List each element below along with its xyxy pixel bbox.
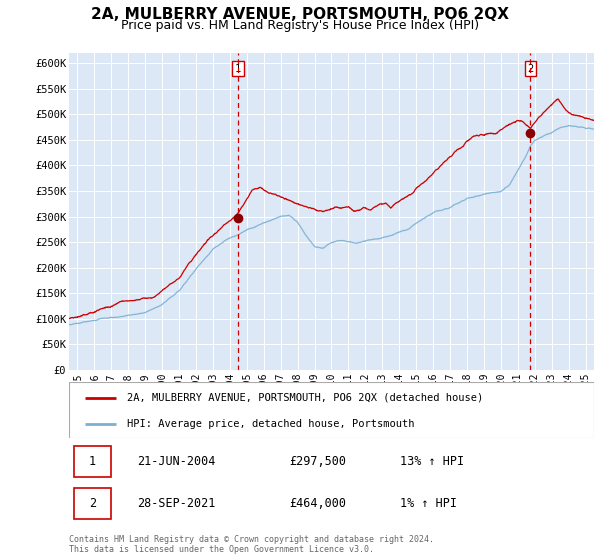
Text: £297,500: £297,500 xyxy=(290,455,347,468)
Text: 2: 2 xyxy=(527,63,533,73)
FancyBboxPatch shape xyxy=(69,382,594,438)
Text: 28-SEP-2021: 28-SEP-2021 xyxy=(137,497,215,510)
Text: 21-JUN-2004: 21-JUN-2004 xyxy=(137,455,215,468)
Text: 2A, MULBERRY AVENUE, PORTSMOUTH, PO6 2QX: 2A, MULBERRY AVENUE, PORTSMOUTH, PO6 2QX xyxy=(91,7,509,22)
Text: 2A, MULBERRY AVENUE, PORTSMOUTH, PO6 2QX (detached house): 2A, MULBERRY AVENUE, PORTSMOUTH, PO6 2QX… xyxy=(127,393,483,403)
Text: £464,000: £464,000 xyxy=(290,497,347,510)
FancyBboxPatch shape xyxy=(74,488,111,519)
Text: 1% ↑ HPI: 1% ↑ HPI xyxy=(400,497,457,510)
FancyBboxPatch shape xyxy=(74,446,111,477)
Text: 13% ↑ HPI: 13% ↑ HPI xyxy=(400,455,464,468)
Text: Price paid vs. HM Land Registry's House Price Index (HPI): Price paid vs. HM Land Registry's House … xyxy=(121,19,479,32)
Text: Contains HM Land Registry data © Crown copyright and database right 2024.
This d: Contains HM Land Registry data © Crown c… xyxy=(69,535,434,554)
Text: HPI: Average price, detached house, Portsmouth: HPI: Average price, detached house, Port… xyxy=(127,419,414,429)
Text: 1: 1 xyxy=(89,455,96,468)
Text: 2: 2 xyxy=(89,497,96,510)
Text: 1: 1 xyxy=(235,63,241,73)
